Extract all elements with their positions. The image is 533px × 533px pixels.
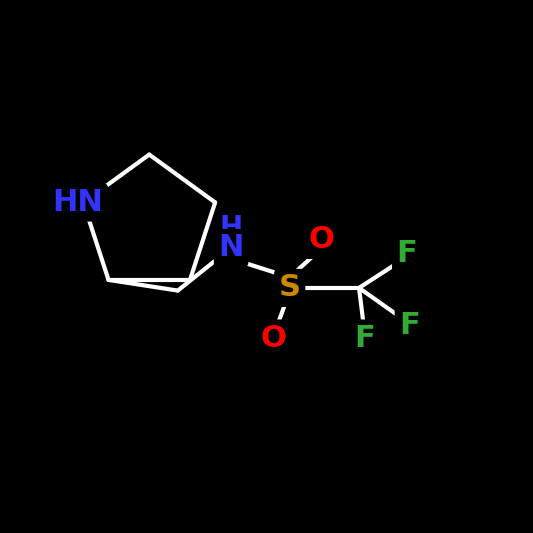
Text: F: F — [399, 311, 420, 340]
Text: H: H — [220, 214, 243, 241]
Text: F: F — [354, 324, 375, 353]
Text: N: N — [219, 233, 244, 262]
Text: F: F — [397, 239, 417, 268]
Text: O: O — [309, 225, 335, 254]
Text: S: S — [279, 273, 301, 302]
Text: HN: HN — [53, 188, 103, 217]
Text: O: O — [261, 324, 287, 353]
